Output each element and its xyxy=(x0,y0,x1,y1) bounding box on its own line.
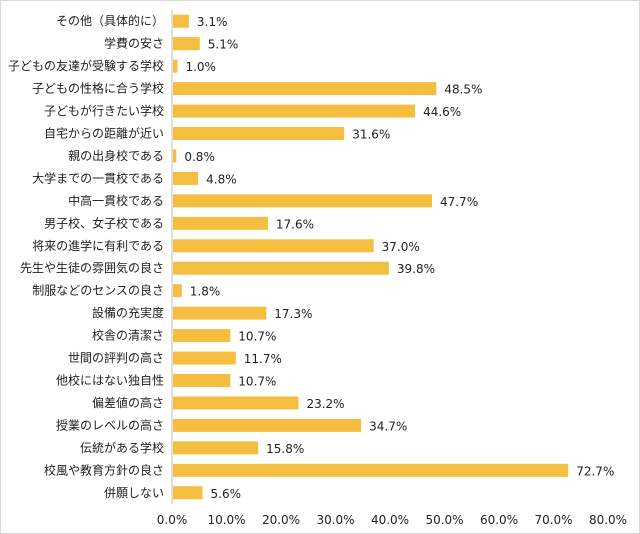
data-label: 72.7% xyxy=(576,464,614,478)
data-label: 3.1% xyxy=(197,15,228,29)
data-label: 17.6% xyxy=(276,217,314,231)
data-label: 39.8% xyxy=(397,262,435,276)
data-label: 10.7% xyxy=(238,375,276,389)
bar xyxy=(173,127,345,140)
data-label: 17.3% xyxy=(274,307,312,321)
category-label: 設備の充実度 xyxy=(92,305,164,320)
bar xyxy=(173,351,236,365)
x-tick-label: 80.0% xyxy=(589,513,627,527)
bar xyxy=(173,216,268,230)
bar xyxy=(173,418,362,432)
x-tick-label: 20.0% xyxy=(262,513,300,527)
data-label: 5.1% xyxy=(208,38,239,52)
bar xyxy=(173,14,189,28)
bar xyxy=(173,104,416,118)
category-label: 他校にはない独自性 xyxy=(56,373,164,388)
x-tick-label: 30.0% xyxy=(316,513,354,527)
category-label: 将来の進学に有利である xyxy=(32,238,164,253)
bar xyxy=(173,149,177,163)
bar xyxy=(173,82,437,96)
category-label: 子どもの友達が受験する学校 xyxy=(8,58,164,73)
data-label: 11.7% xyxy=(244,352,282,366)
category-label: 授業のレベルの高さ xyxy=(56,417,164,432)
bar xyxy=(173,306,267,320)
bar xyxy=(173,396,299,410)
data-label: 5.6% xyxy=(211,487,242,501)
category-label: 大学までの一貫校である xyxy=(32,170,164,185)
category-label: 中高一貫校である xyxy=(68,193,164,208)
category-label: 自宅からの距離が近い xyxy=(44,126,164,141)
bar xyxy=(173,374,231,387)
data-label: 47.7% xyxy=(440,195,478,209)
category-label: 男子校、女子校である xyxy=(44,215,164,230)
x-tick-label: 0.0% xyxy=(157,513,188,527)
data-label: 1.8% xyxy=(190,285,221,299)
category-label: 先生や生徒の雰囲気の良さ xyxy=(20,260,164,275)
bar xyxy=(173,37,200,51)
category-label: 制服などのセンスの良さ xyxy=(32,283,164,298)
x-tick-label: 50.0% xyxy=(425,513,463,527)
bar xyxy=(173,261,389,275)
category-label: 校舎の清潔さ xyxy=(92,328,164,343)
category-label: 親の出身校である xyxy=(68,148,164,163)
bar xyxy=(173,171,199,185)
bar xyxy=(173,194,432,208)
x-tick-label: 60.0% xyxy=(480,513,518,527)
bar xyxy=(173,486,203,500)
bar xyxy=(173,329,231,343)
data-label: 23.2% xyxy=(306,397,344,411)
category-label: 学費の安さ xyxy=(104,36,164,51)
data-label: 48.5% xyxy=(444,83,482,97)
data-label: 34.7% xyxy=(369,419,407,433)
data-label: 0.8% xyxy=(184,150,215,164)
category-label: 併願しない xyxy=(104,486,164,500)
bar xyxy=(173,284,182,298)
data-label: 4.8% xyxy=(206,172,237,186)
category-label: 子どもの性格に合う学校 xyxy=(32,81,164,96)
category-label: 子どもが行きたい学校 xyxy=(44,103,164,118)
data-label: 37.0% xyxy=(382,240,420,254)
category-label: 校風や教育方針の良さ xyxy=(44,462,164,477)
category-label: 世間の評判の高さ xyxy=(68,350,164,365)
bar xyxy=(173,441,259,455)
bar xyxy=(173,59,178,73)
category-label: その他（具体的に） xyxy=(56,13,164,28)
bar xyxy=(173,239,374,253)
data-label: 15.8% xyxy=(266,442,304,456)
data-label: 1.0% xyxy=(185,60,216,74)
data-label: 10.7% xyxy=(238,330,276,344)
data-label: 44.6% xyxy=(423,105,461,119)
bar xyxy=(173,463,569,477)
data-label: 31.6% xyxy=(352,128,390,142)
category-label: 偏差値の高さ xyxy=(92,395,164,410)
x-tick-label: 40.0% xyxy=(371,513,409,527)
x-tick-label: 10.0% xyxy=(207,513,245,527)
x-tick-label: 70.0% xyxy=(534,513,572,527)
category-label: 伝統がある学校 xyxy=(80,440,164,455)
